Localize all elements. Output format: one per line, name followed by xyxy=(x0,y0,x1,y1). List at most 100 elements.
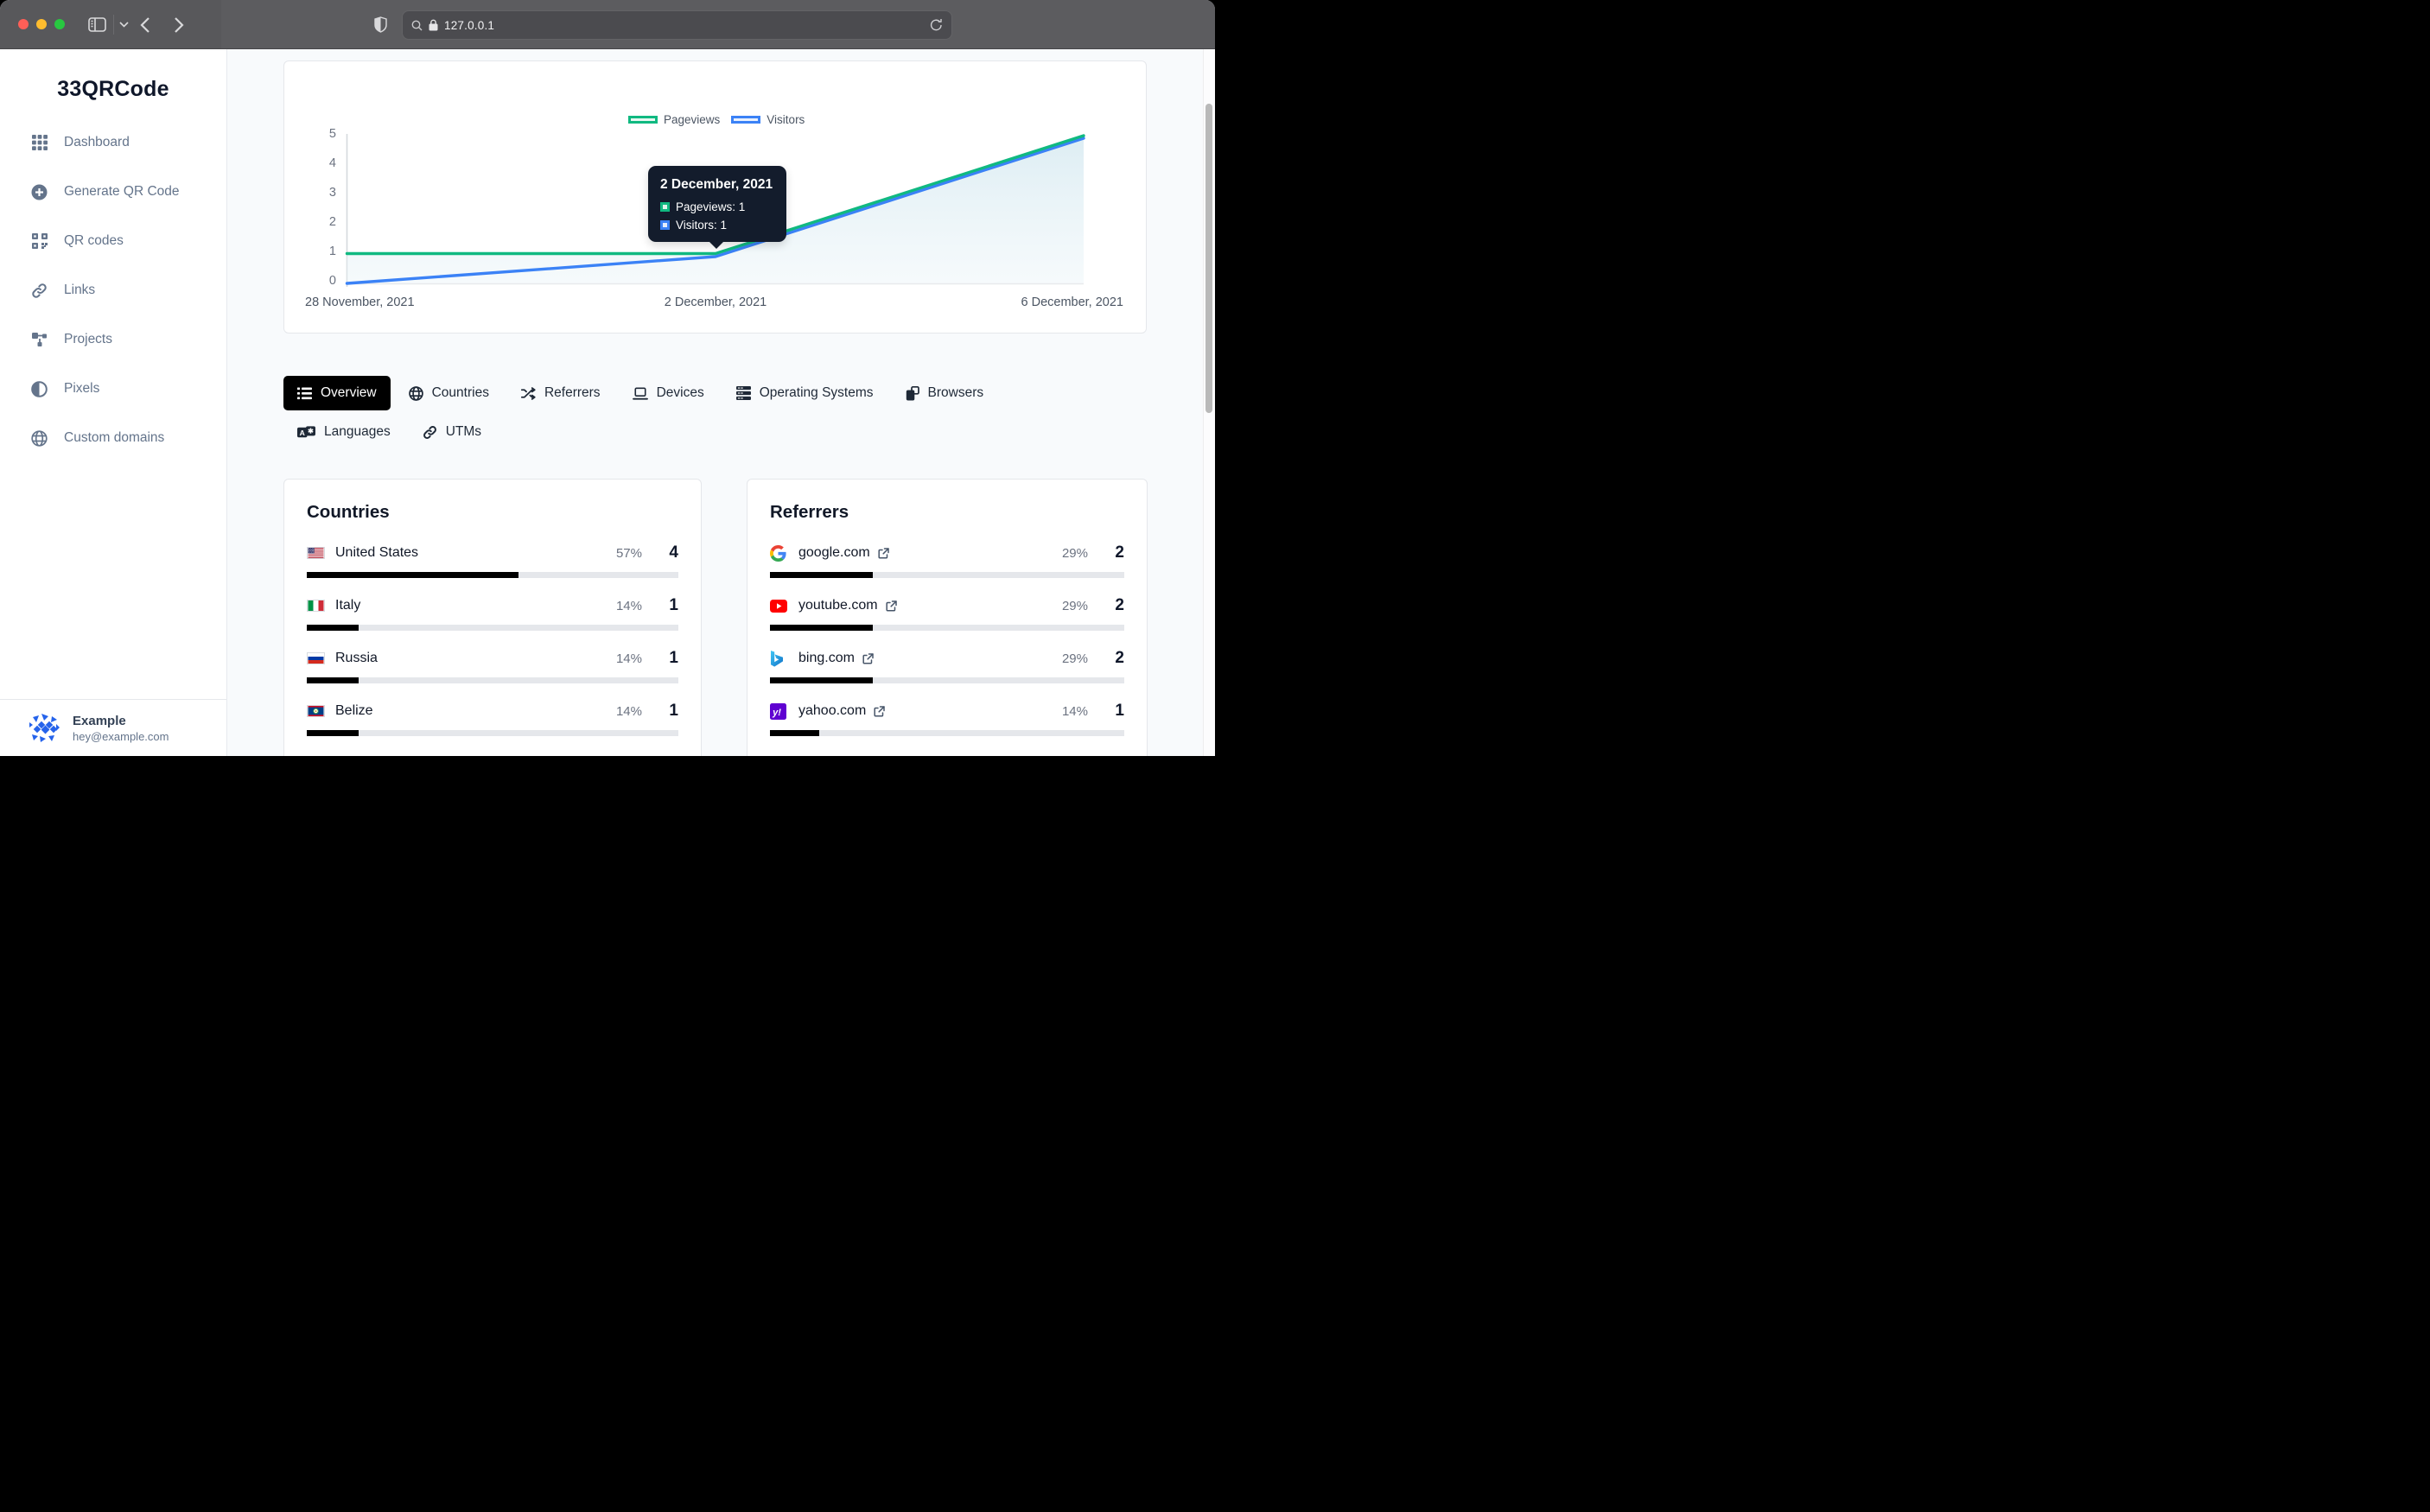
tab-label: Languages xyxy=(324,424,391,439)
tab-label: Countries xyxy=(431,385,489,400)
analytics-tabs: Overview Countries Referrers Devices xyxy=(283,376,1113,449)
sidebar-item-dashboard[interactable]: Dashboard xyxy=(0,132,226,153)
privacy-report-button[interactable] xyxy=(374,0,387,49)
sidebar-item-label: Pixels xyxy=(64,381,100,396)
user-account[interactable]: Example hey@example.com xyxy=(0,699,226,756)
sitemap-icon xyxy=(31,332,48,348)
address-bar[interactable]: 127.0.0.1 xyxy=(402,10,952,40)
chevron-right-icon xyxy=(175,16,184,33)
tab-utms[interactable]: UTMs xyxy=(409,415,495,449)
user-meta: Example hey@example.com xyxy=(73,714,169,743)
legend-item-visitors[interactable]: Visitors xyxy=(731,113,805,126)
country-count: 1 xyxy=(669,649,678,667)
external-link-icon[interactable] xyxy=(862,652,874,664)
progress-bar xyxy=(307,572,678,578)
sidebar-item-generate-qr-code[interactable]: Generate QR Code xyxy=(0,181,226,202)
tab-label: Overview xyxy=(321,385,377,400)
grid-icon xyxy=(31,135,48,151)
sidebar: 33QRCode Dashboard Generate QR Code QR c… xyxy=(0,49,227,756)
tooltip-row-visitors: Visitors: 1 xyxy=(660,219,774,232)
sidebar-item-links[interactable]: Links xyxy=(0,280,226,301)
plus-circle-icon xyxy=(31,184,48,200)
svg-text:✱: ✱ xyxy=(308,427,314,435)
reload-icon[interactable] xyxy=(930,18,943,32)
referrer-domain: youtube.com xyxy=(798,598,878,613)
tab-referrers[interactable]: Referrers xyxy=(507,376,614,410)
pageviews-swatch-icon xyxy=(628,116,658,124)
y-tick: 3 xyxy=(328,186,336,200)
sidebar-toggle-button[interactable] xyxy=(88,0,106,49)
visitors-swatch-icon xyxy=(660,220,670,230)
tooltip-date: 2 December, 2021 xyxy=(660,177,773,192)
referrer-count: 2 xyxy=(1115,596,1124,614)
sidebar-item-projects[interactable]: Projects xyxy=(0,329,226,350)
external-link-icon[interactable] xyxy=(886,600,897,612)
tab-devices[interactable]: Devices xyxy=(619,376,718,410)
sidebar-item-custom-domains[interactable]: Custom domains xyxy=(0,428,226,448)
country-name: Belize xyxy=(335,703,373,718)
traffic-chart-card: Pageviews Visitors xyxy=(283,60,1147,334)
external-link-icon[interactable] xyxy=(878,547,889,559)
back-button[interactable] xyxy=(140,0,150,49)
laptop-icon xyxy=(632,387,648,400)
country-count: 1 xyxy=(669,596,678,614)
qr-icon xyxy=(31,233,48,250)
tab-label: Browsers xyxy=(927,385,984,400)
country-row-belize: Belize 14% 1 xyxy=(307,702,678,736)
tab-label: UTMs xyxy=(445,424,482,439)
tab-operating-systems[interactable]: Operating Systems xyxy=(722,376,887,410)
minimize-window-button[interactable] xyxy=(36,19,47,29)
app-logo: 33QRCode xyxy=(57,77,169,101)
card-title: Referrers xyxy=(770,502,849,522)
svg-text:y!: y! xyxy=(772,707,781,717)
y-tick: 1 xyxy=(328,245,336,258)
country-percent: 57% xyxy=(615,545,642,561)
progress-bar xyxy=(770,572,1124,578)
svg-text:A: A xyxy=(300,428,305,436)
sidebar-item-label: Projects xyxy=(64,332,112,346)
referrer-row-yahoo: y! yahoo.com 14% 1 xyxy=(770,702,1124,736)
tab-countries[interactable]: Countries xyxy=(395,376,503,410)
vertical-scrollbar[interactable] xyxy=(1205,104,1212,413)
sidebar-toggle-icon xyxy=(88,17,106,32)
toolbar-chevron-button[interactable] xyxy=(119,0,129,49)
google-favicon xyxy=(770,544,788,562)
close-window-button[interactable] xyxy=(18,19,29,29)
sidebar-item-qr-codes[interactable]: QR codes xyxy=(0,231,226,251)
legend-item-pageviews[interactable]: Pageviews xyxy=(628,113,720,126)
main-content: Pageviews Visitors xyxy=(227,49,1215,756)
country-name: United States xyxy=(335,545,419,560)
referrer-percent: 29% xyxy=(1061,598,1088,613)
country-count: 4 xyxy=(669,543,678,562)
tab-languages[interactable]: A ✱ Languages xyxy=(283,415,404,449)
line-chart[interactable] xyxy=(284,61,1146,333)
chevron-left-icon xyxy=(140,16,149,33)
progress-bar xyxy=(307,677,678,683)
user-name: Example xyxy=(73,713,126,728)
server-icon xyxy=(735,386,751,400)
x-axis-label: 2 December, 2021 xyxy=(664,295,767,309)
forward-button[interactable] xyxy=(174,0,184,49)
referrer-row-google: google.com 29% 2 xyxy=(770,543,1124,578)
tab-label: Referrers xyxy=(544,385,601,400)
tooltip-visitors-value: Visitors: 1 xyxy=(676,219,728,232)
us-flag-icon xyxy=(307,547,325,559)
referrer-domain: google.com xyxy=(798,545,870,560)
referrer-row-bing: bing.com 29% 2 xyxy=(770,649,1124,683)
legend-label: Pageviews xyxy=(664,113,721,126)
referrer-percent: 14% xyxy=(1061,703,1088,719)
tab-browsers[interactable]: Browsers xyxy=(892,376,998,410)
translate-icon: A ✱ xyxy=(297,425,315,439)
sidebar-item-pixels[interactable]: Pixels xyxy=(0,378,226,399)
progress-bar xyxy=(307,730,678,736)
external-link-icon[interactable] xyxy=(874,705,886,717)
chevron-down-icon xyxy=(119,22,129,28)
tab-overview[interactable]: Overview xyxy=(283,376,391,410)
referrer-count: 2 xyxy=(1115,649,1124,667)
globe-icon xyxy=(408,385,423,401)
sidebar-nav: Dashboard Generate QR Code QR codes Link… xyxy=(0,132,226,448)
shield-icon xyxy=(374,16,387,33)
url-text: 127.0.0.1 xyxy=(444,18,495,32)
zoom-window-button[interactable] xyxy=(54,19,65,29)
referrer-domain: bing.com xyxy=(798,651,855,665)
